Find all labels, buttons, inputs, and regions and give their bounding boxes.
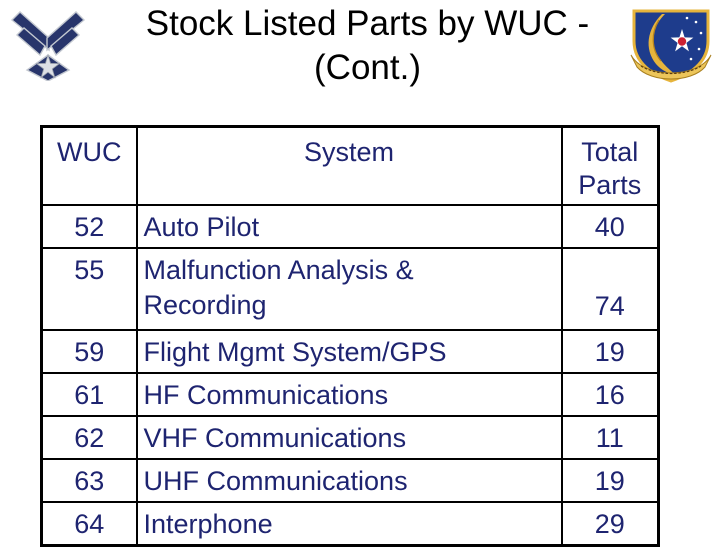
wuc-cell: 63: [40, 458, 138, 503]
wuc-cell: 55: [40, 247, 138, 331]
usaf-wings-logo-icon: [10, 11, 86, 81]
system-cell: VHF Communications: [135, 415, 563, 460]
unit-shield-emblem-icon: [630, 9, 712, 83]
total-cell: 29: [560, 501, 660, 547]
system-cell-text: Malfunction Analysis & Recording: [143, 255, 414, 320]
system-cell: Malfunction Analysis & Recording: [135, 247, 563, 331]
total-cell: 74: [560, 247, 660, 331]
table-row: 61 HF Communications 16: [40, 372, 660, 417]
slide-title-line1: Stock Listed Parts by WUC -: [145, 4, 590, 43]
total-cell: 40: [560, 204, 660, 249]
total-cell: 19: [560, 329, 660, 374]
system-cell: Flight Mgmt System/GPS: [135, 329, 563, 374]
wuc-cell: 62: [40, 415, 138, 460]
table-row: 62 VHF Communications 11: [40, 415, 660, 460]
wuc-cell: 61: [40, 372, 138, 417]
table-header-row: WUC System Total Parts: [40, 125, 660, 206]
total-cell: 19: [560, 458, 660, 503]
table-row: 64 Interphone 29: [40, 501, 660, 547]
wuc-cell: 59: [40, 329, 138, 374]
table-row: 63 UHF Communications 19: [40, 458, 660, 503]
system-cell: Auto Pilot: [135, 204, 563, 249]
stock-parts-table: WUC System Total Parts 52 Auto Pilot 40 …: [40, 125, 660, 547]
table-row: 52 Auto Pilot 40: [40, 204, 660, 249]
table-row: 55 Malfunction Analysis & Recording 74: [40, 247, 660, 331]
system-cell: Interphone: [135, 501, 563, 547]
column-header-system: System: [135, 125, 563, 206]
slide-title-line2: (Cont.): [314, 48, 421, 87]
wuc-cell: 64: [40, 501, 138, 547]
table-row: 59 Flight Mgmt System/GPS 19: [40, 329, 660, 374]
wuc-cell: 52: [40, 204, 138, 249]
column-header-wuc: WUC: [40, 125, 138, 206]
system-cell: HF Communications: [135, 372, 563, 417]
total-cell: 16: [560, 372, 660, 417]
total-cell: 11: [560, 415, 660, 460]
system-cell: UHF Communications: [135, 458, 563, 503]
slide-title: Stock Listed Parts by WUC - (Cont.): [100, 2, 635, 90]
column-header-total-parts: Total Parts: [560, 125, 660, 206]
